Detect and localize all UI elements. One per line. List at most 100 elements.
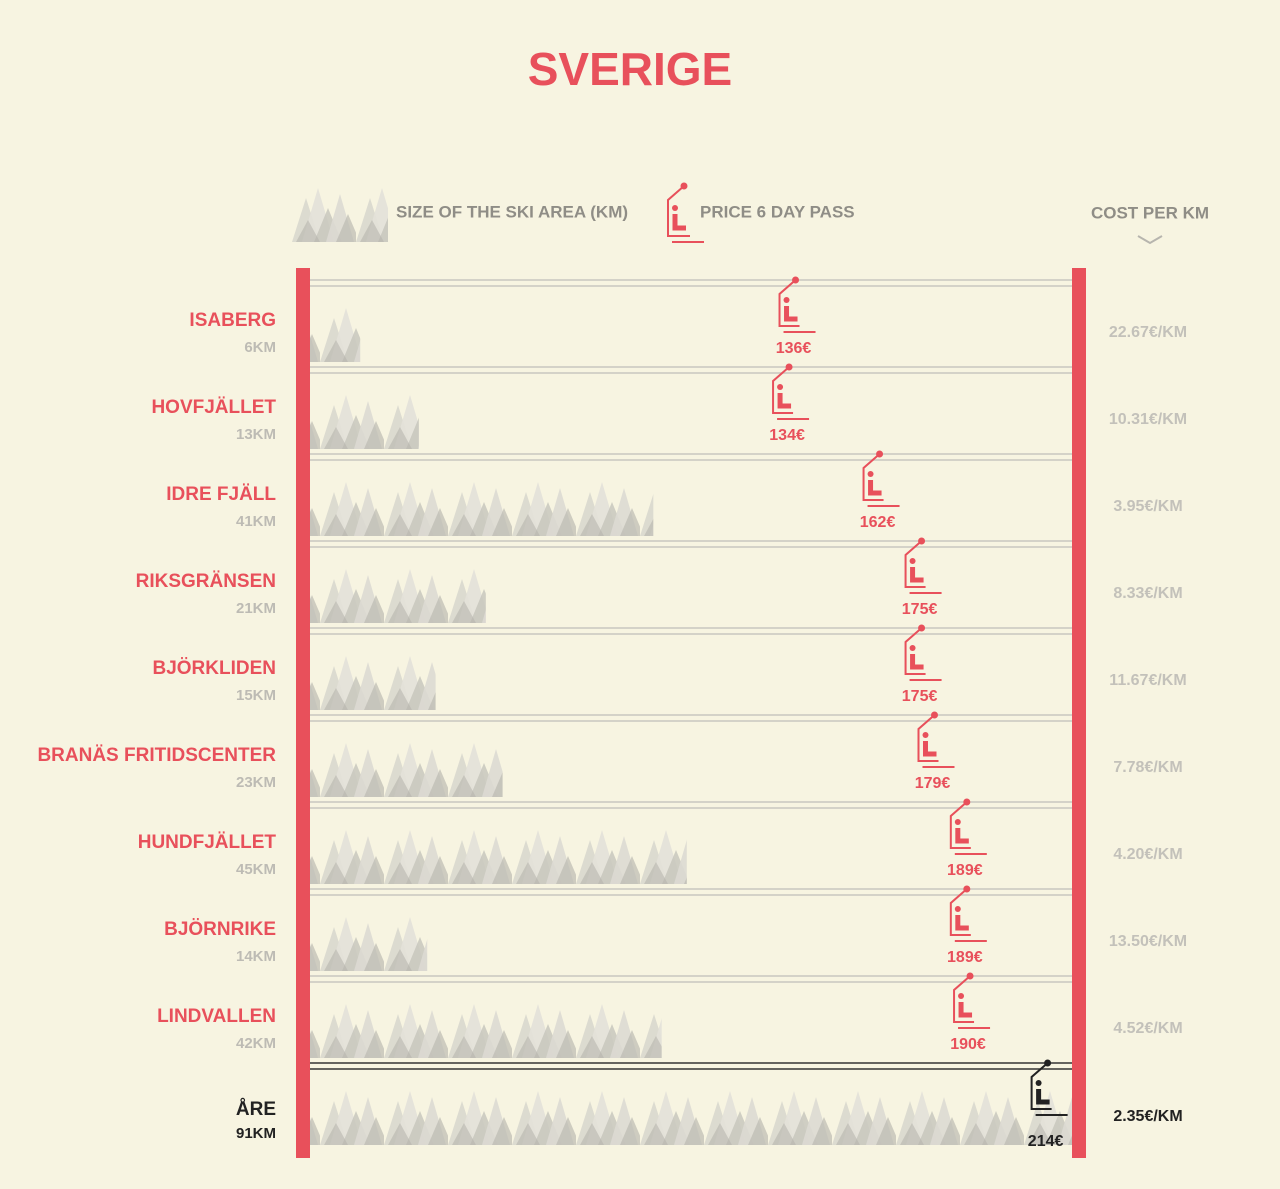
chair-rider-head (922, 732, 929, 738)
cost-label: 2.35€/KM (1113, 1108, 1182, 1125)
chair-frame (778, 279, 816, 333)
size-bar (310, 477, 654, 536)
legend-icon-price (667, 182, 704, 243)
cost-label: 22.67€/KM (1109, 324, 1187, 341)
cost-label: 3.95€/KM (1113, 498, 1182, 515)
size-bar (310, 390, 419, 449)
chair (772, 363, 810, 420)
cost-label: 7.78€/KM (1113, 759, 1182, 776)
chart-title: SVERIGE (528, 43, 733, 95)
chair-frame (904, 627, 942, 681)
price-label: 175€ (902, 601, 938, 618)
chair-frame (1030, 1062, 1068, 1116)
chair-rider-body (910, 654, 924, 670)
cost-label: 11.67€/KM (1109, 672, 1186, 689)
price-label: 214€ (1028, 1133, 1064, 1150)
chair (949, 885, 987, 942)
size-label: 23KM (236, 774, 276, 791)
category-label: HOVFJÄLLET (151, 397, 276, 418)
price-label: 136€ (776, 340, 812, 357)
chair-rider-body (922, 741, 937, 757)
chair-rider-head (958, 993, 965, 999)
category-label: IDRE FJÄLL (166, 484, 276, 505)
chair-frame (772, 366, 810, 420)
size-bar (310, 825, 687, 884)
cost-label: 10.31€/KM (1109, 411, 1187, 428)
chevron (1137, 235, 1163, 245)
cost-label: 13.50€/KM (1109, 933, 1187, 950)
size-bar (310, 651, 436, 710)
chair-frame (862, 453, 900, 507)
category-label: LINDVALLEN (157, 1006, 276, 1027)
chair-rider-body (777, 393, 792, 409)
chair-rider-head (777, 384, 784, 390)
chair (1030, 1059, 1068, 1116)
cost-label: 4.52€/KM (1113, 1020, 1182, 1037)
size-label: 6KM (244, 339, 276, 356)
chair-frame (953, 975, 991, 1029)
chair-rider-body (955, 828, 969, 844)
chair-rider-head (954, 819, 961, 825)
category-label: BJÖRKLIDEN (152, 658, 276, 679)
size-label: 41KM (236, 513, 276, 530)
legend-label: SIZE OF THE SKI AREA (KM) (396, 202, 628, 221)
chair-rider-head (954, 906, 961, 912)
size-bar (310, 912, 428, 971)
size-bar (310, 564, 486, 623)
size-bar (310, 738, 503, 797)
chair (917, 711, 955, 768)
category-label: ÅRE (236, 1099, 276, 1120)
legend-label: PRICE 6 DAY PASS (700, 202, 855, 221)
chair-rider-body (958, 1002, 973, 1018)
chair (904, 624, 942, 681)
cost-label: 8.33€/KM (1113, 585, 1182, 602)
price-label: 162€ (860, 514, 896, 531)
price-label: 189€ (947, 862, 983, 879)
category-label: ISABERG (189, 310, 276, 331)
chair-rider-head (909, 645, 916, 651)
chair-rider-head (783, 297, 790, 303)
chair-rider-head (1035, 1080, 1042, 1086)
chair (862, 450, 900, 507)
chair-rider-body (1036, 1089, 1050, 1105)
price-label: 190€ (950, 1036, 986, 1053)
chair-rider-body (910, 567, 924, 583)
chair-rider-head (867, 471, 874, 477)
price-label: 175€ (902, 688, 938, 705)
size-label: 15KM (236, 687, 276, 704)
chair-frame (917, 714, 955, 768)
size-bar (310, 303, 361, 362)
chair-rider-body (784, 306, 798, 322)
category-label: BJÖRNRIKE (164, 919, 276, 940)
cost-label: 4.20€/KM (1113, 846, 1182, 863)
chair (778, 276, 816, 333)
legend-label: COST PER KM (1091, 203, 1209, 222)
category-label: BRANÄS FRITIDSCENTER (37, 745, 276, 766)
chair-frame (949, 801, 987, 855)
category-label: HUNDFJÄLLET (138, 832, 277, 853)
price-label: 189€ (947, 949, 983, 966)
chair-frame (949, 888, 987, 942)
chair-rider-head (909, 558, 916, 564)
size-label: 42KM (236, 1035, 276, 1052)
legend-icon-size (292, 182, 388, 242)
chair-rider-body (955, 915, 969, 931)
size-label: 91KM (236, 1125, 276, 1142)
chair-frame (904, 540, 942, 594)
price-label: 134€ (769, 427, 805, 444)
size-label: 14KM (236, 948, 276, 965)
price-label: 179€ (915, 775, 951, 792)
chair (904, 537, 942, 594)
size-bar (310, 1086, 1072, 1155)
category-label: RIKSGRÄNSEN (136, 571, 276, 592)
lift-post (1072, 268, 1086, 1158)
lift-post (296, 268, 310, 1158)
chair (949, 798, 987, 855)
size-label: 21KM (236, 600, 276, 617)
size-bar (310, 999, 662, 1058)
size-label: 45KM (236, 861, 276, 878)
chair (953, 972, 991, 1029)
size-label: 13KM (236, 426, 276, 443)
